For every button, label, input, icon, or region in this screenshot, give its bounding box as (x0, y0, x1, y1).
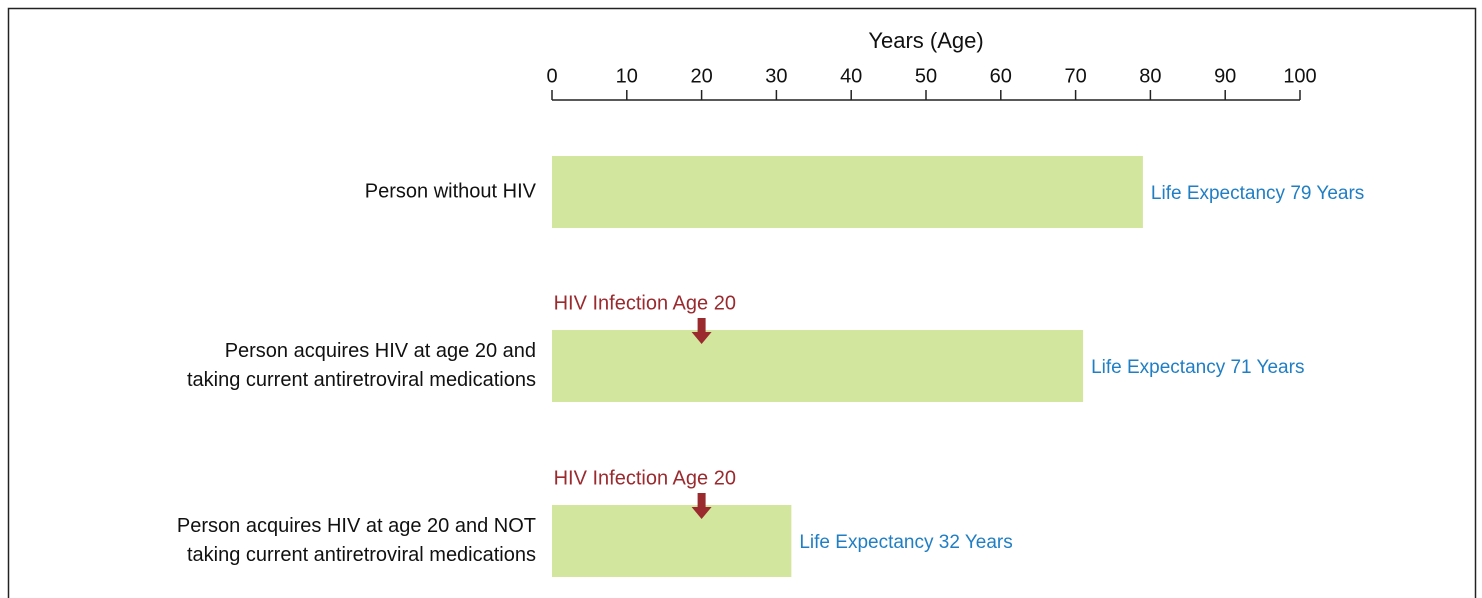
x-tick-label: 90 (1214, 65, 1236, 87)
axis-title: Years (Age) (868, 28, 983, 53)
bar (552, 156, 1143, 228)
frame (7, 7, 1477, 598)
annotation: HIV Infection Age 20 (554, 467, 736, 489)
annotation-arrow (691, 493, 712, 519)
x-tick-label: 50 (915, 65, 937, 87)
x-tick-label: 70 (1064, 65, 1086, 87)
annotation-arrow (691, 318, 712, 344)
bar (552, 330, 1084, 402)
value-label: Life Expectancy 71 Years (1091, 357, 1304, 378)
annotation: HIV Infection Age 20 (554, 292, 736, 314)
value-label: Life Expectancy 79 Years (1151, 183, 1364, 204)
x-tick-label: 80 (1139, 65, 1161, 87)
value-label: Life Expectancy 32 Years (799, 532, 1012, 553)
category-label: Person without HIV (364, 180, 536, 203)
x-tick-label: 30 (765, 65, 787, 87)
x-tick-label: 60 (990, 65, 1012, 87)
bar (552, 505, 792, 577)
x-tick-label: 20 (690, 65, 712, 87)
x-tick-label: 100 (1283, 65, 1316, 87)
x-tick-label: 40 (840, 65, 862, 87)
category-label: Person acquires HIV at age 20 and NOT ta… (176, 515, 536, 566)
x-tick-label: 0 (546, 65, 557, 87)
x-tick-label: 10 (616, 65, 638, 87)
category-label: Person acquires HIV at age 20 and taking… (186, 340, 536, 391)
